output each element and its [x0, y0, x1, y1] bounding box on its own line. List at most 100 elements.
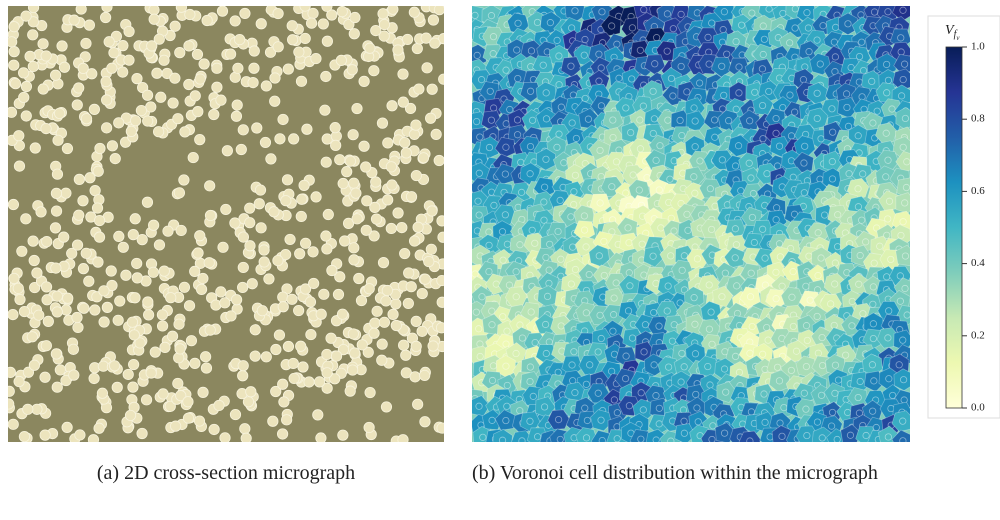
fibre — [259, 136, 272, 149]
fibre — [88, 372, 100, 385]
fibre — [382, 137, 394, 149]
cell-fibre — [870, 377, 878, 385]
cell-fibre — [779, 103, 787, 112]
cell-fibre — [503, 38, 511, 46]
fibre — [348, 254, 360, 266]
cell-fibre — [503, 381, 511, 390]
cell-fibre — [828, 105, 836, 113]
voronoi-cell — [891, 6, 910, 22]
fibre — [416, 287, 428, 300]
fibre — [329, 373, 341, 385]
fibre — [310, 191, 322, 203]
fibre — [295, 210, 307, 223]
cell-fibre — [639, 406, 647, 414]
fibre — [402, 297, 414, 310]
fibre — [201, 14, 213, 27]
fibre — [217, 241, 229, 253]
fibre — [408, 6, 420, 18]
fibre — [416, 325, 428, 337]
fibre — [229, 217, 241, 229]
cell-fibre — [472, 270, 479, 278]
cell-fibre — [775, 377, 784, 385]
cell-fibre — [828, 175, 837, 183]
cell-fibre — [663, 307, 671, 315]
cell-fibre — [761, 254, 769, 262]
fibre — [203, 257, 215, 269]
cell-fibre — [540, 403, 549, 411]
fibre — [8, 59, 20, 71]
cell-fibre — [883, 231, 891, 239]
fibre — [293, 46, 305, 58]
cell-fibre — [704, 33, 712, 42]
fibre — [356, 339, 368, 351]
cell-fibre — [705, 325, 714, 333]
cell-fibre — [666, 175, 674, 183]
fibre — [321, 367, 333, 379]
fibre — [157, 388, 169, 400]
cell-fibre — [885, 197, 894, 205]
fibre — [249, 324, 261, 336]
cell-fibre — [885, 307, 893, 315]
cell-fibre — [787, 366, 795, 375]
cell-fibre — [554, 415, 563, 424]
fibre — [399, 247, 411, 260]
cell-fibre — [542, 115, 551, 123]
cell-fibre — [814, 229, 822, 237]
cell-fibre — [475, 402, 483, 410]
fibre — [204, 180, 216, 192]
cell-fibre — [667, 252, 675, 260]
fibre — [405, 191, 418, 203]
cell-fibre — [534, 433, 542, 441]
fibre — [40, 122, 52, 135]
cell-fibre — [831, 389, 839, 397]
voronoi-cell — [703, 110, 726, 132]
cell-fibre — [609, 133, 617, 142]
fibre — [277, 301, 289, 313]
cell-fibre — [594, 389, 602, 397]
fibre — [237, 231, 250, 243]
fibre — [436, 215, 444, 227]
fibre — [197, 386, 209, 398]
fibre — [337, 429, 349, 441]
cell-fibre — [696, 79, 704, 87]
fibre — [192, 247, 204, 259]
fibre — [270, 343, 282, 356]
cell-fibre — [582, 380, 590, 388]
fibre — [182, 396, 194, 408]
cell-fibre — [556, 196, 564, 204]
cell-fibre — [801, 142, 809, 150]
cell-fibre — [485, 267, 493, 276]
cell-fibre — [693, 255, 702, 263]
fibre — [293, 304, 305, 317]
fibre — [272, 41, 284, 53]
fibre — [13, 160, 26, 172]
cell-fibre — [776, 253, 784, 261]
cell-fibre — [655, 404, 663, 412]
voronoi-cell — [535, 344, 558, 365]
fibre — [350, 187, 362, 199]
fibre — [301, 123, 313, 135]
fibre — [124, 409, 137, 422]
fibre — [231, 99, 243, 111]
cell-fibre — [487, 12, 496, 20]
cell-fibre — [723, 50, 731, 58]
voronoi-cell — [494, 409, 516, 431]
cell-fibre — [669, 92, 677, 100]
cell-fibre — [652, 392, 660, 400]
cell-fibre — [720, 91, 728, 99]
cell-fibre — [775, 142, 784, 150]
cell-fibre — [843, 103, 851, 112]
fibre — [109, 360, 121, 372]
fibre — [232, 62, 244, 74]
fibre — [123, 25, 135, 38]
cell-fibre — [597, 334, 605, 343]
cell-fibre — [667, 74, 676, 83]
cell-fibre — [704, 362, 712, 371]
cell-fibre — [665, 363, 673, 371]
cell-fibre — [512, 349, 520, 358]
cell-fibre — [516, 407, 524, 415]
fibre — [184, 8, 196, 21]
fibre — [299, 283, 312, 295]
fibre — [319, 104, 331, 116]
cell-fibre — [789, 268, 797, 276]
